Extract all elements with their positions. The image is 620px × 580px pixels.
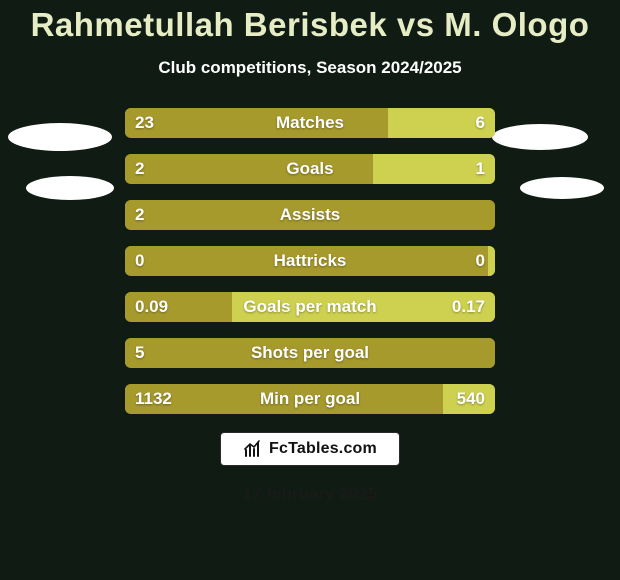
decorative-ellipse: [520, 177, 604, 199]
decorative-ellipse: [492, 124, 588, 150]
brand-badge: FcTables.com: [220, 432, 400, 466]
stat-row: 00Hattricks: [125, 246, 495, 276]
date-label: 17 february 2025: [0, 484, 620, 504]
stat-row: 1132540Min per goal: [125, 384, 495, 414]
stat-row: 21Goals: [125, 154, 495, 184]
page-title: Rahmetullah Berisbek vs M. Ologo: [0, 6, 620, 44]
subtitle: Club competitions, Season 2024/2025: [0, 58, 620, 78]
stat-label: Hattricks: [125, 246, 495, 276]
stat-row: 0.090.17Goals per match: [125, 292, 495, 322]
stat-label: Min per goal: [125, 384, 495, 414]
stat-label: Assists: [125, 200, 495, 230]
stat-row: 5Shots per goal: [125, 338, 495, 368]
stat-label: Shots per goal: [125, 338, 495, 368]
brand-label: FcTables.com: [269, 440, 377, 458]
stat-label: Goals: [125, 154, 495, 184]
stat-label: Matches: [125, 108, 495, 138]
comparison-bars: 236Matches 21Goals 2Assists 00Hattricks 0.09…: [125, 108, 495, 414]
fctables-logo-icon: [243, 440, 263, 458]
stat-label: Goals per match: [125, 292, 495, 322]
decorative-ellipse: [26, 176, 114, 200]
infographic-canvas: Rahmetullah Berisbek vs M. Ologo Club co…: [0, 0, 620, 580]
stat-row: 236Matches: [125, 108, 495, 138]
stat-row: 2Assists: [125, 200, 495, 230]
decorative-ellipse: [8, 123, 112, 151]
